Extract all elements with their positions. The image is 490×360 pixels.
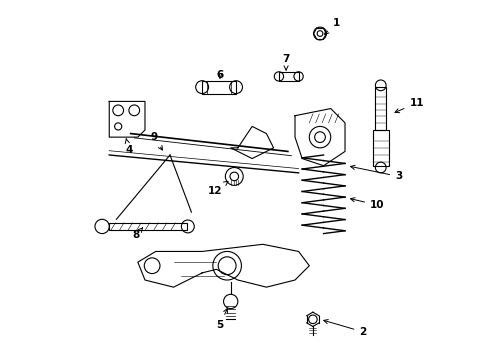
Text: 10: 10 [350, 198, 385, 210]
Bar [202, 81, 236, 94]
Text: 1: 1 [324, 18, 340, 34]
Text: 5: 5 [217, 309, 227, 330]
Text: 4: 4 [125, 139, 133, 155]
Bar [109, 223, 187, 230]
Bar [279, 72, 298, 81]
Text: 7: 7 [282, 54, 290, 70]
Bar [373, 130, 389, 166]
Bar [375, 87, 386, 130]
Text: 9: 9 [150, 132, 163, 150]
Text: 11: 11 [395, 98, 424, 113]
Polygon shape [295, 109, 345, 166]
Text: 3: 3 [350, 165, 402, 181]
Polygon shape [138, 244, 309, 287]
Text: 2: 2 [324, 320, 367, 337]
Text: 12: 12 [207, 181, 228, 196]
Text: 6: 6 [217, 69, 223, 80]
Text: 8: 8 [132, 228, 143, 240]
